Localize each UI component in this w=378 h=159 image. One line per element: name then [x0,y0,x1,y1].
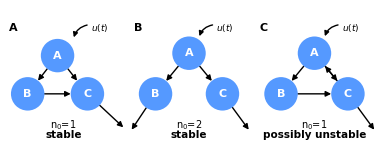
Circle shape [41,39,74,72]
Text: B: B [23,89,32,99]
Text: B: B [277,89,285,99]
Circle shape [206,77,239,111]
Circle shape [11,77,44,111]
Text: C: C [218,89,226,99]
Text: A: A [9,23,17,33]
Text: n$_0$=1: n$_0$=1 [50,119,77,132]
Text: stable: stable [171,130,207,140]
Text: possibly unstable: possibly unstable [263,130,366,140]
Text: B: B [151,89,160,99]
Circle shape [71,77,104,111]
Text: n$_0$=2: n$_0$=2 [176,119,202,132]
Circle shape [298,36,331,70]
Text: $u(t)$: $u(t)$ [342,22,359,34]
Text: $u(t)$: $u(t)$ [91,22,108,34]
Circle shape [331,77,365,111]
Text: A: A [185,48,193,58]
Text: A: A [53,51,62,61]
Text: $u(t)$: $u(t)$ [217,22,234,34]
Circle shape [264,77,298,111]
Text: A: A [310,48,319,58]
Text: C: C [260,23,268,33]
Text: B: B [134,23,143,33]
Text: C: C [344,89,352,99]
Text: stable: stable [45,130,82,140]
Circle shape [139,77,172,111]
Text: n$_0$=1: n$_0$=1 [301,119,328,132]
Text: C: C [84,89,91,99]
Circle shape [172,36,206,70]
